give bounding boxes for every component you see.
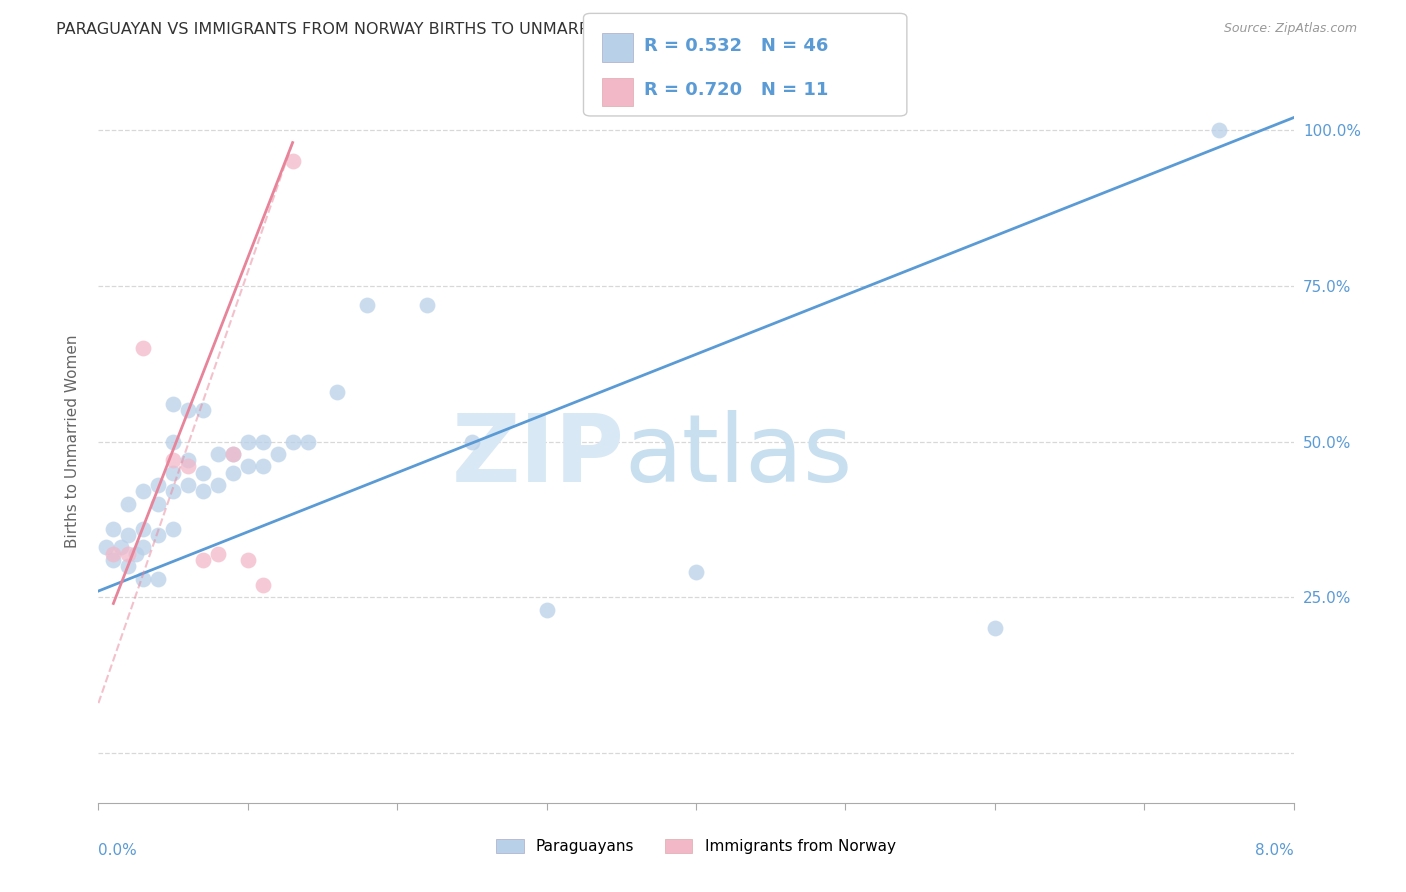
Point bbox=[236, 553, 259, 567]
Point bbox=[297, 434, 319, 449]
Point bbox=[356, 297, 378, 311]
Point bbox=[685, 566, 707, 580]
Point bbox=[461, 434, 484, 449]
Text: 0.0%: 0.0% bbox=[98, 843, 138, 857]
Point bbox=[162, 453, 184, 467]
Text: R = 0.532   N = 46: R = 0.532 N = 46 bbox=[644, 37, 828, 55]
Point bbox=[132, 484, 155, 499]
Point bbox=[177, 459, 200, 474]
Point bbox=[536, 603, 558, 617]
Point bbox=[110, 541, 132, 555]
Text: ZIP: ZIP bbox=[451, 410, 624, 502]
Point bbox=[191, 466, 214, 480]
Point bbox=[222, 447, 245, 461]
Point bbox=[162, 522, 184, 536]
Text: PARAGUAYAN VS IMMIGRANTS FROM NORWAY BIRTHS TO UNMARRIED WOMEN CORRELATION CHART: PARAGUAYAN VS IMMIGRANTS FROM NORWAY BIR… bbox=[56, 22, 866, 37]
Point bbox=[281, 434, 304, 449]
Legend: Paraguayans, Immigrants from Norway: Paraguayans, Immigrants from Norway bbox=[491, 832, 901, 860]
Point bbox=[177, 478, 200, 492]
Point bbox=[267, 447, 290, 461]
Point bbox=[162, 466, 184, 480]
Point bbox=[416, 297, 439, 311]
Point bbox=[252, 434, 274, 449]
Text: atlas: atlas bbox=[624, 410, 852, 502]
Point bbox=[132, 341, 155, 355]
Point bbox=[162, 484, 184, 499]
Point bbox=[148, 572, 170, 586]
Point bbox=[326, 384, 349, 399]
Point bbox=[177, 403, 200, 417]
Point bbox=[94, 541, 117, 555]
Point bbox=[132, 572, 155, 586]
Point bbox=[117, 497, 139, 511]
Point bbox=[132, 541, 155, 555]
Point bbox=[148, 497, 170, 511]
Point bbox=[207, 478, 229, 492]
Point bbox=[191, 403, 214, 417]
Point bbox=[162, 397, 184, 411]
Point bbox=[236, 459, 259, 474]
Point bbox=[191, 484, 214, 499]
Text: Source: ZipAtlas.com: Source: ZipAtlas.com bbox=[1223, 22, 1357, 36]
Point bbox=[222, 447, 245, 461]
Y-axis label: Births to Unmarried Women: Births to Unmarried Women bbox=[65, 334, 80, 549]
Point bbox=[281, 154, 304, 169]
Point bbox=[252, 459, 274, 474]
Point bbox=[148, 478, 170, 492]
Point bbox=[103, 547, 125, 561]
Point bbox=[252, 578, 274, 592]
Point bbox=[103, 553, 125, 567]
Text: 8.0%: 8.0% bbox=[1254, 843, 1294, 857]
Point bbox=[148, 528, 170, 542]
Point bbox=[207, 447, 229, 461]
Point bbox=[1208, 123, 1230, 137]
Point bbox=[117, 547, 139, 561]
Point bbox=[191, 553, 214, 567]
Point bbox=[132, 522, 155, 536]
Point bbox=[222, 466, 245, 480]
Point bbox=[103, 522, 125, 536]
Point bbox=[117, 528, 139, 542]
Point bbox=[162, 434, 184, 449]
Point bbox=[125, 547, 148, 561]
Text: R = 0.720   N = 11: R = 0.720 N = 11 bbox=[644, 81, 828, 99]
Point bbox=[984, 621, 1007, 635]
Point bbox=[177, 453, 200, 467]
Point bbox=[117, 559, 139, 574]
Point bbox=[236, 434, 259, 449]
Point bbox=[207, 547, 229, 561]
